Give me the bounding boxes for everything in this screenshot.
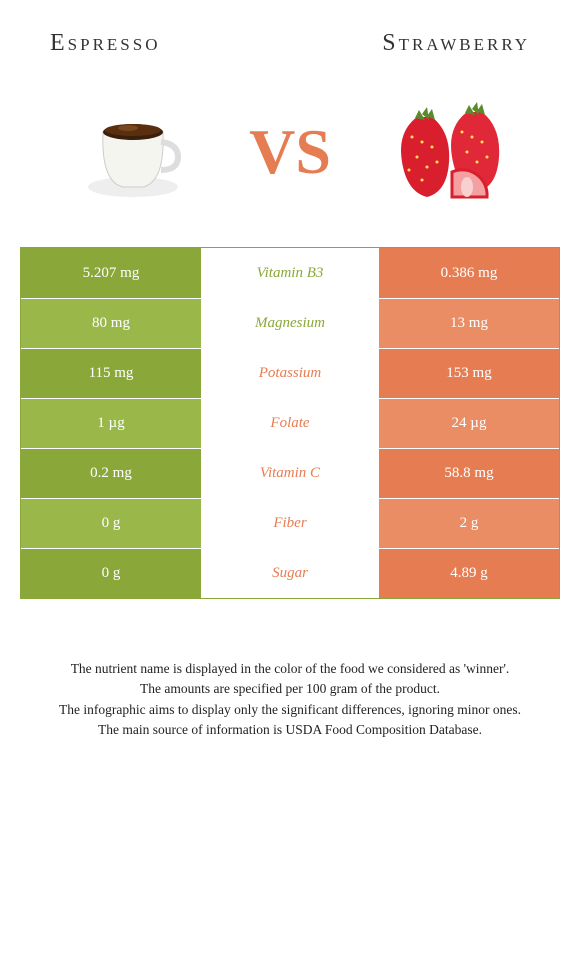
left-value: 0 g: [21, 499, 201, 548]
nutrient-name: Folate: [201, 399, 379, 448]
right-title: Strawberry: [382, 30, 530, 57]
left-value: 80 mg: [21, 299, 201, 348]
nutrient-name: Vitamin C: [201, 449, 379, 498]
table-row: 115 mgPotassium153 mg: [21, 348, 559, 398]
table-row: 0.2 mgVitamin C58.8 mg: [21, 448, 559, 498]
footer-line: The main source of information is USDA F…: [30, 720, 550, 740]
nutrient-name: Magnesium: [201, 299, 379, 348]
table-row: 0 gFiber2 g: [21, 498, 559, 548]
right-value: 2 g: [379, 499, 559, 548]
nutrient-name: Vitamin B3: [201, 248, 379, 298]
images-row: VS: [20, 87, 560, 217]
left-value: 1 µg: [21, 399, 201, 448]
espresso-image: [63, 87, 203, 217]
vs-label: VS: [249, 115, 331, 189]
right-value: 0.386 mg: [379, 248, 559, 298]
table-row: 80 mgMagnesium13 mg: [21, 298, 559, 348]
left-value: 0 g: [21, 549, 201, 598]
left-value: 0.2 mg: [21, 449, 201, 498]
footer-notes: The nutrient name is displayed in the co…: [20, 659, 560, 740]
table-row: 1 µgFolate24 µg: [21, 398, 559, 448]
table-row: 0 gSugar4.89 g: [21, 548, 559, 598]
right-value: 13 mg: [379, 299, 559, 348]
footer-line: The amounts are specified per 100 gram o…: [30, 679, 550, 699]
strawberry-image: [377, 87, 517, 217]
left-value: 115 mg: [21, 349, 201, 398]
right-value: 153 mg: [379, 349, 559, 398]
left-value: 5.207 mg: [21, 248, 201, 298]
left-title: Espresso: [50, 30, 160, 57]
right-value: 58.8 mg: [379, 449, 559, 498]
title-row: Espresso Strawberry: [20, 30, 560, 57]
table-row: 5.207 mgVitamin B30.386 mg: [21, 248, 559, 298]
right-value: 24 µg: [379, 399, 559, 448]
right-value: 4.89 g: [379, 549, 559, 598]
nutrient-name: Potassium: [201, 349, 379, 398]
nutrient-table: 5.207 mgVitamin B30.386 mg80 mgMagnesium…: [20, 247, 560, 599]
nutrient-name: Sugar: [201, 549, 379, 598]
footer-line: The nutrient name is displayed in the co…: [30, 659, 550, 679]
footer-line: The infographic aims to display only the…: [30, 700, 550, 720]
nutrient-name: Fiber: [201, 499, 379, 548]
